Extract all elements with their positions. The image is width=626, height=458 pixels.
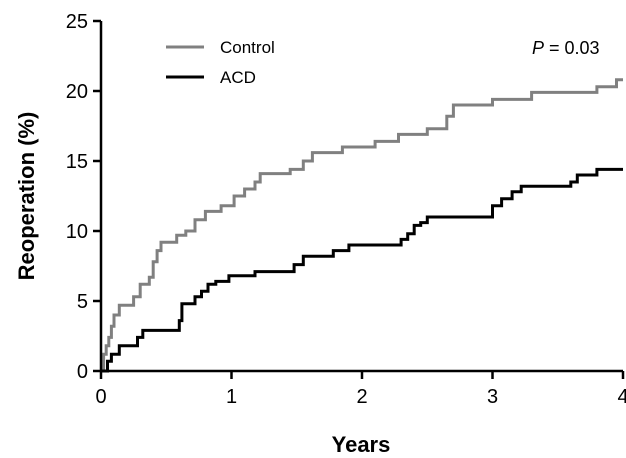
x-tick-label: 2 xyxy=(356,386,367,408)
y-tick-label: 0 xyxy=(77,361,88,383)
x-tick-label: 0 xyxy=(95,386,106,408)
p-value-text: = 0.03 xyxy=(544,38,600,58)
series-layer xyxy=(101,78,623,373)
y-tick-label: 20 xyxy=(66,81,88,103)
p-value-annotation: P = 0.03 xyxy=(532,38,600,58)
series-line-acd xyxy=(101,167,623,373)
y-tick-label: 15 xyxy=(66,151,88,173)
x-tick-label: 3 xyxy=(487,386,498,408)
labels-layer: Years Reoperation (%) P = 0.03 xyxy=(14,38,600,457)
y-tick-label: 10 xyxy=(66,221,88,243)
y-axis-title: Reoperation (%) xyxy=(14,112,39,281)
x-tick-label: 1 xyxy=(226,386,237,408)
axes-layer: 0 5 10 15 20 25 0 1 2 3 4 xyxy=(66,11,626,408)
x-tick-label: 4 xyxy=(617,386,626,408)
x-axis-title: Years xyxy=(332,432,391,457)
legend-label-acd: ACD xyxy=(220,68,256,87)
y-tick-label: 5 xyxy=(77,291,88,313)
legend-label-control: Control xyxy=(220,38,275,57)
y-tick-label: 25 xyxy=(66,11,88,33)
series-line-control xyxy=(101,78,623,373)
p-value-symbol: P xyxy=(532,38,544,58)
legend: Control ACD xyxy=(166,38,275,87)
